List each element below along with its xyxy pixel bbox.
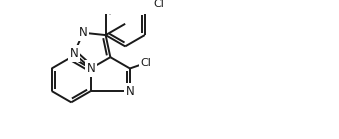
Text: N: N <box>69 47 78 60</box>
Text: N: N <box>79 26 87 39</box>
Text: N: N <box>125 85 134 98</box>
Text: Cl: Cl <box>154 0 164 9</box>
Text: N: N <box>86 62 95 75</box>
Text: Cl: Cl <box>140 58 151 68</box>
